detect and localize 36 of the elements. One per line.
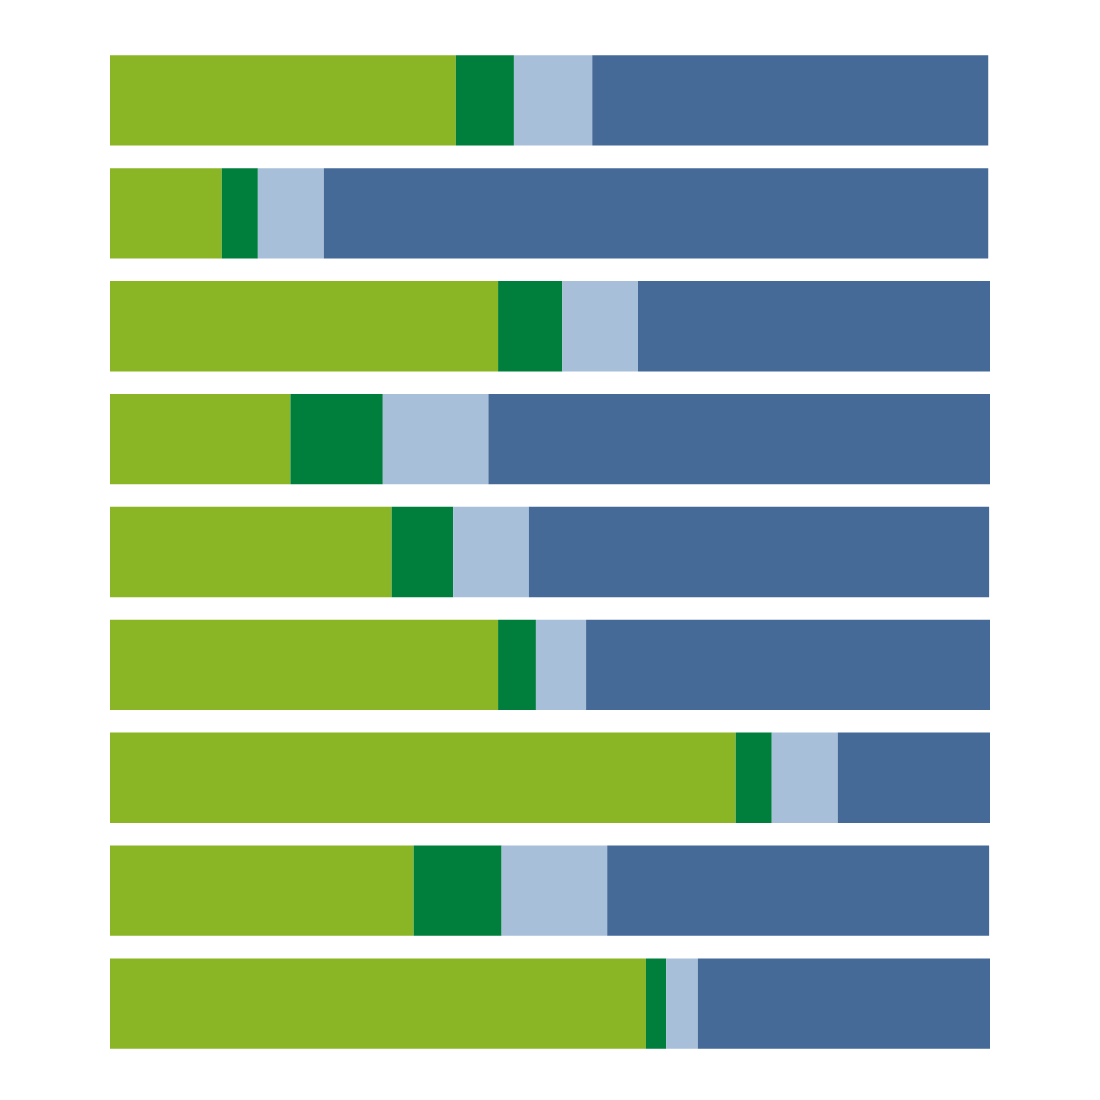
bar	[413, 845, 502, 936]
bar	[837, 732, 990, 823]
bar	[666, 958, 698, 1049]
bar	[535, 619, 587, 711]
bar	[528, 506, 990, 598]
bar	[607, 845, 990, 936]
bar	[110, 506, 392, 598]
bar	[488, 393, 990, 485]
bar	[110, 281, 499, 372]
bar	[323, 168, 989, 259]
bar	[498, 619, 536, 711]
bar	[110, 845, 414, 936]
bar	[586, 619, 990, 711]
bar	[453, 506, 529, 598]
bar	[257, 168, 324, 259]
bar	[562, 281, 638, 372]
bar	[110, 619, 499, 711]
bar	[455, 55, 514, 146]
bar	[382, 393, 489, 485]
bar	[645, 958, 667, 1049]
bar	[498, 281, 563, 372]
bar	[110, 958, 646, 1049]
bar	[501, 845, 608, 936]
bar	[110, 55, 456, 146]
bar	[638, 281, 990, 372]
bar	[735, 732, 772, 823]
bar	[513, 55, 593, 146]
bar	[391, 506, 454, 598]
bar	[110, 393, 291, 485]
bar	[221, 168, 258, 259]
bar	[592, 55, 989, 146]
bar	[771, 732, 838, 823]
bar	[697, 958, 990, 1049]
bar	[290, 393, 383, 485]
bar	[110, 732, 736, 823]
bar	[110, 168, 222, 259]
